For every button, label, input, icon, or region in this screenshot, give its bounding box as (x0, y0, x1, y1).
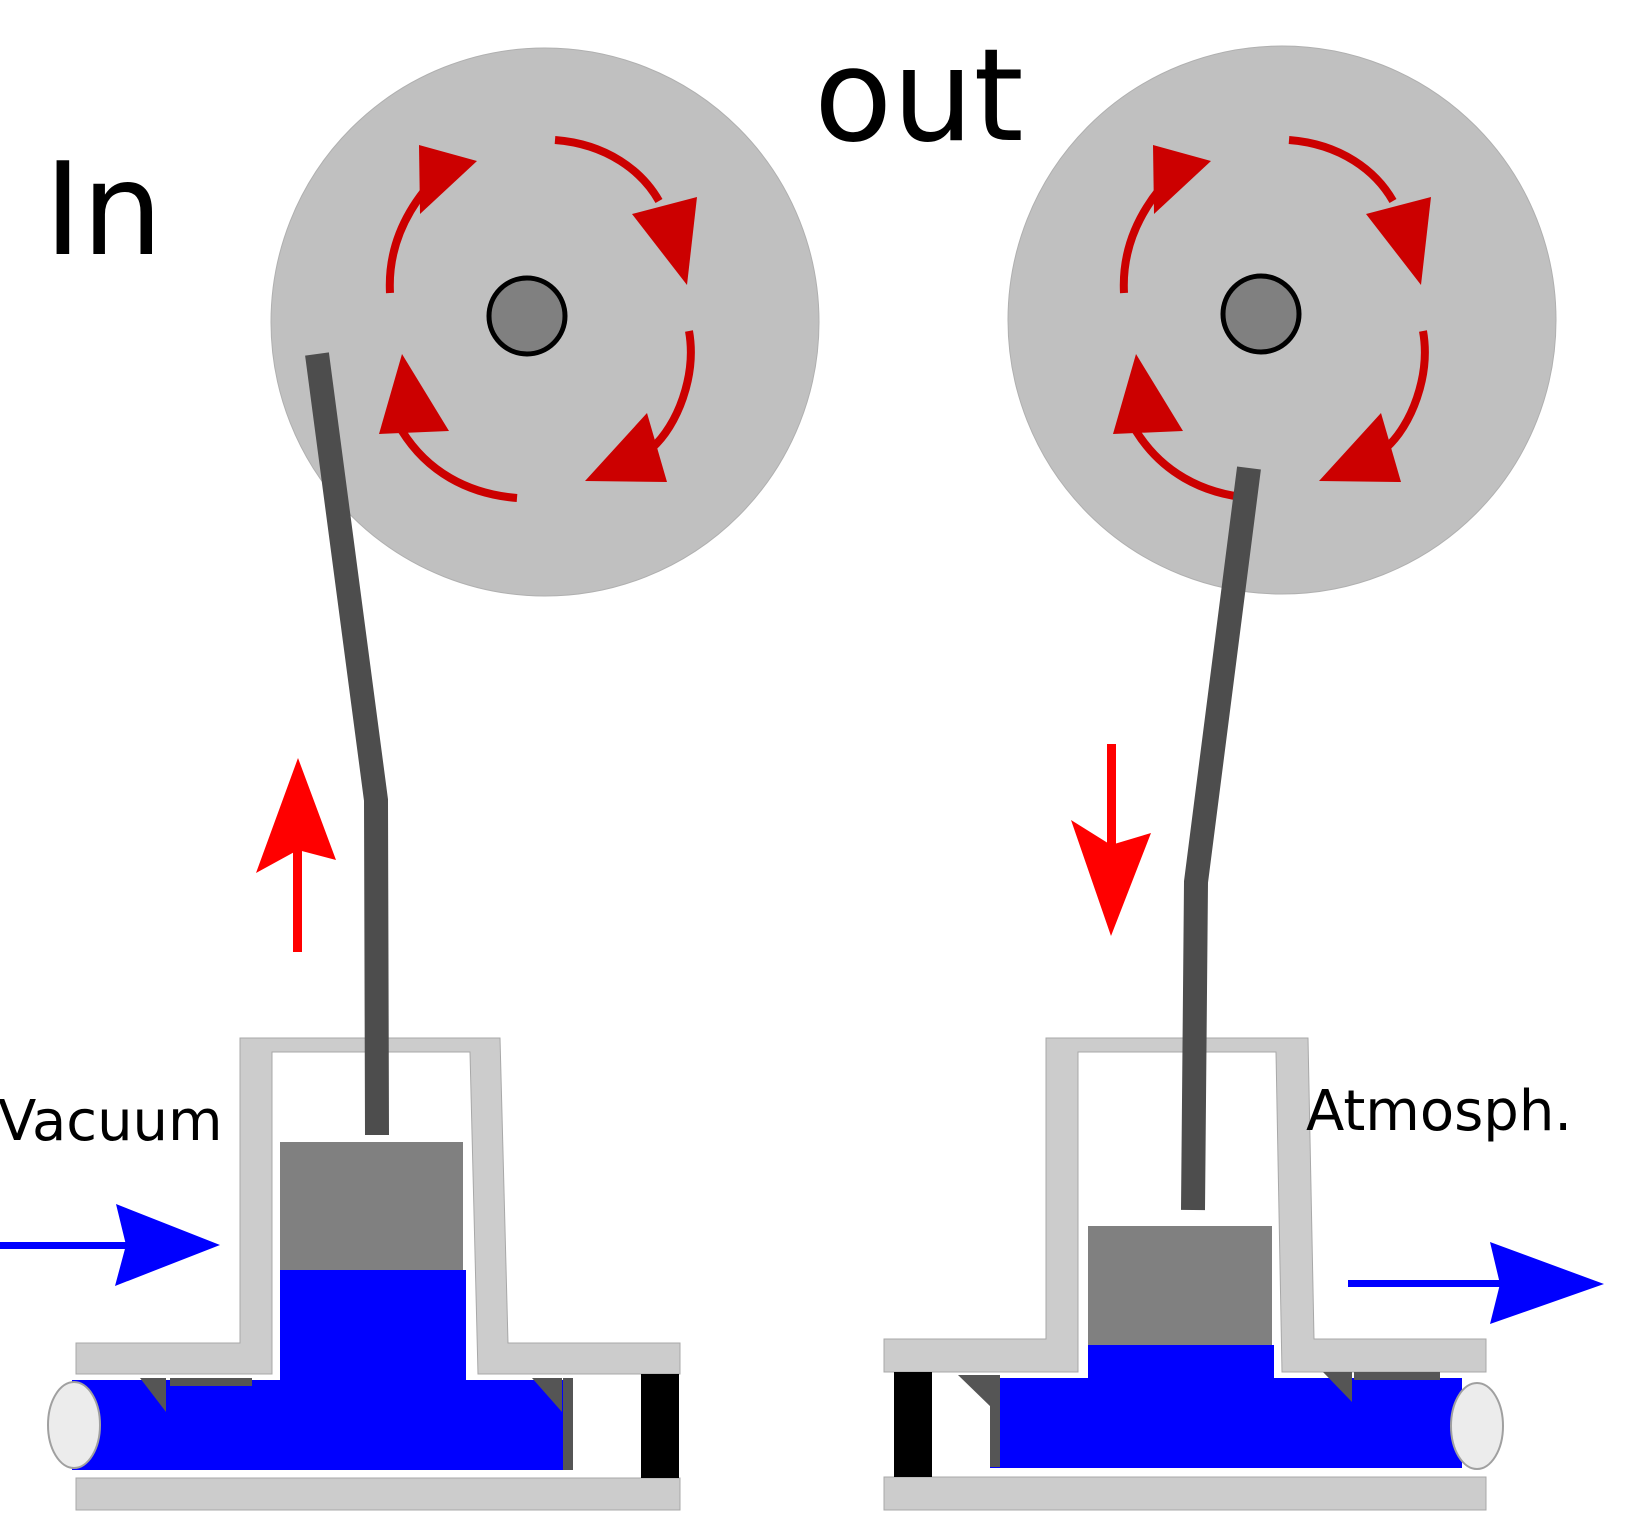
right-cylinder-housing (883, 1037, 1487, 1373)
right-pipe-end (1450, 1382, 1504, 1470)
right-cylinder-liquid (1088, 1345, 1274, 1381)
intake-stroke (0, 47, 820, 1511)
right-connecting-rod (1181, 466, 1261, 1211)
piston-up-arrow (256, 758, 336, 952)
left-hub (486, 275, 568, 357)
left-connecting-rod (305, 352, 389, 1136)
left-cylinder-housing (75, 1037, 681, 1375)
atmosph-label: Atmosph. (1306, 1079, 1572, 1144)
right-piston (1088, 1226, 1272, 1345)
left-cylinder-liquid (280, 1270, 466, 1380)
right-pipe-liquid (990, 1378, 1462, 1468)
right-valve-seat-outlet (1354, 1372, 1440, 1380)
right-pipe-bottom-wall (883, 1476, 1487, 1511)
right-closed-inlet-valve (894, 1372, 932, 1477)
vacuum-label: Vacuum (0, 1089, 223, 1154)
in-label: In (44, 136, 163, 285)
exhaust-stroke (883, 45, 1604, 1511)
left-valve-flap-inlet (140, 1378, 166, 1412)
left-valve-flap-outlet (532, 1378, 562, 1412)
left-pipe-liquid (72, 1380, 568, 1470)
atmospheric-outflow-arrow (1348, 1242, 1604, 1324)
right-valve-seat-inlet (990, 1375, 1000, 1467)
right-valve-flap-inlet (958, 1375, 992, 1408)
vacuum-inflow-arrow (0, 1204, 220, 1286)
left-piston (280, 1142, 463, 1270)
piston-down-arrow (1071, 744, 1151, 936)
right-hub (1220, 273, 1302, 355)
left-valve-seat-inlet (170, 1378, 252, 1386)
out-label: out (814, 22, 1024, 171)
left-pipe-bottom-wall (75, 1477, 681, 1511)
left-closed-outlet-valve (641, 1374, 679, 1478)
right-valve-flap-outlet (1323, 1372, 1352, 1402)
left-valve-seat-outlet (563, 1378, 573, 1470)
left-pipe-end (47, 1381, 101, 1469)
